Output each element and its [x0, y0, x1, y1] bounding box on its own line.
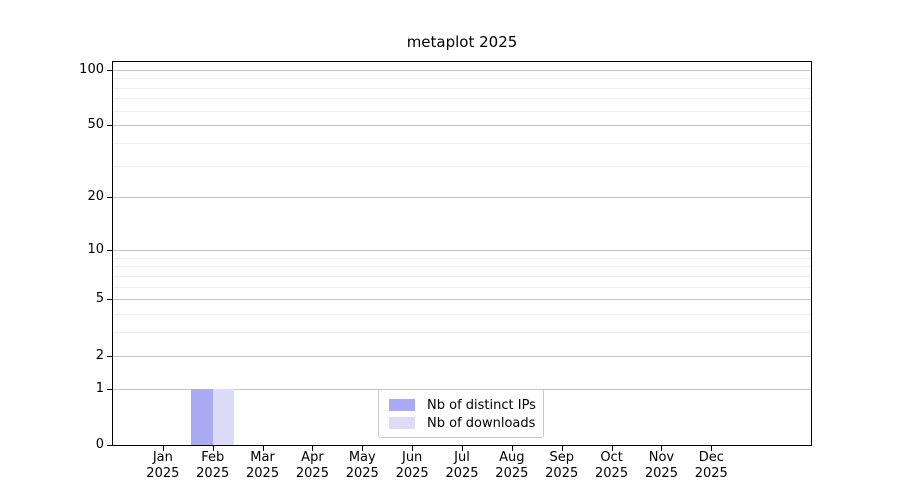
x-axis-tick [462, 446, 463, 451]
y-axis-tick-label: 100 [79, 61, 104, 77]
legend-label-distinct-ips: Nb of distinct IPs [427, 397, 536, 413]
x-axis-tick-label: Oct 2025 [595, 450, 629, 481]
x-axis-tick [162, 446, 164, 451]
x-axis-tick-label: Dec 2025 [694, 450, 728, 481]
y-axis-tick [107, 299, 112, 301]
x-axis-tick-label: Jan 2025 [146, 450, 180, 481]
gridline-minor [113, 314, 811, 316]
gridline-minor [113, 332, 811, 334]
legend: Nb of distinct IPs Nb of downloads [378, 389, 544, 438]
y-axis-tick-label: 50 [87, 117, 104, 133]
y-axis-tick [107, 197, 112, 199]
x-axis-tick-label: Mar 2025 [246, 450, 280, 481]
x-axis-tick [661, 446, 663, 451]
gridline-major [113, 197, 811, 199]
y-axis-tick [107, 445, 112, 446]
gridline-major [113, 125, 811, 127]
gridline-major [113, 249, 811, 251]
x-axis-tick-label: May 2025 [345, 450, 379, 481]
chart-title: metaplot 2025 [406, 33, 518, 51]
x-axis-tick-label: Jul 2025 [445, 450, 479, 481]
x-axis-tick [511, 446, 513, 451]
y-axis-tick-label: 1 [95, 380, 104, 396]
y-axis-tick-label: 0 [95, 437, 104, 452]
x-axis-tick [362, 446, 364, 451]
gridline-minor [113, 110, 811, 112]
y-axis-tick [107, 69, 112, 71]
x-axis-tick [212, 446, 214, 451]
gridline-major [113, 299, 811, 301]
y-axis-tick-label: 2 [95, 347, 104, 363]
x-axis-tick-label: Sep 2025 [545, 450, 579, 481]
y-axis-tick [107, 355, 112, 357]
gridline-minor [113, 142, 811, 144]
gridline-minor [113, 98, 811, 100]
x-axis-tick-label: Nov 2025 [644, 450, 678, 481]
y-axis-tick [107, 388, 112, 390]
x-axis-tick [611, 446, 613, 451]
gridline-minor [113, 257, 811, 259]
y-axis-tick-label: 10 [87, 241, 104, 257]
legend-item-downloads: Nb of downloads [389, 414, 535, 432]
gridline-minor [113, 286, 811, 288]
x-axis-tick-label: Apr 2025 [295, 450, 329, 481]
y-axis-tick-label: 20 [87, 189, 104, 205]
y-axis-tick-label: 5 [95, 291, 104, 307]
legend-swatch-distinct-ips-icon [389, 399, 415, 411]
gridline-major [113, 69, 811, 71]
x-axis-tick [711, 446, 713, 451]
gridline-minor [113, 275, 811, 277]
x-axis-tick [262, 446, 264, 451]
gridline-minor [113, 78, 811, 80]
x-axis-tick-label: Jun 2025 [395, 450, 429, 481]
legend-item-distinct-ips: Nb of distinct IPs [389, 396, 536, 414]
y-axis-tick [107, 249, 112, 251]
x-axis-tick-label: Feb 2025 [196, 450, 230, 481]
legend-label-downloads: Nb of downloads [427, 415, 536, 431]
gridline-major [113, 355, 811, 357]
legend-swatch-downloads-icon [389, 417, 415, 429]
x-axis-tick [312, 446, 314, 451]
bar-nb-of-downloads-feb-2025 [212, 388, 235, 445]
bar-nb-of-distinct-ips-feb-2025 [191, 388, 213, 445]
gridline-minor [113, 87, 811, 89]
gridline-minor [113, 266, 811, 268]
x-axis-tick [561, 446, 563, 451]
x-axis-tick [412, 446, 414, 451]
x-axis-tick-label: Aug 2025 [495, 450, 529, 481]
y-axis-tick [107, 125, 112, 127]
gridline-minor [113, 165, 811, 167]
